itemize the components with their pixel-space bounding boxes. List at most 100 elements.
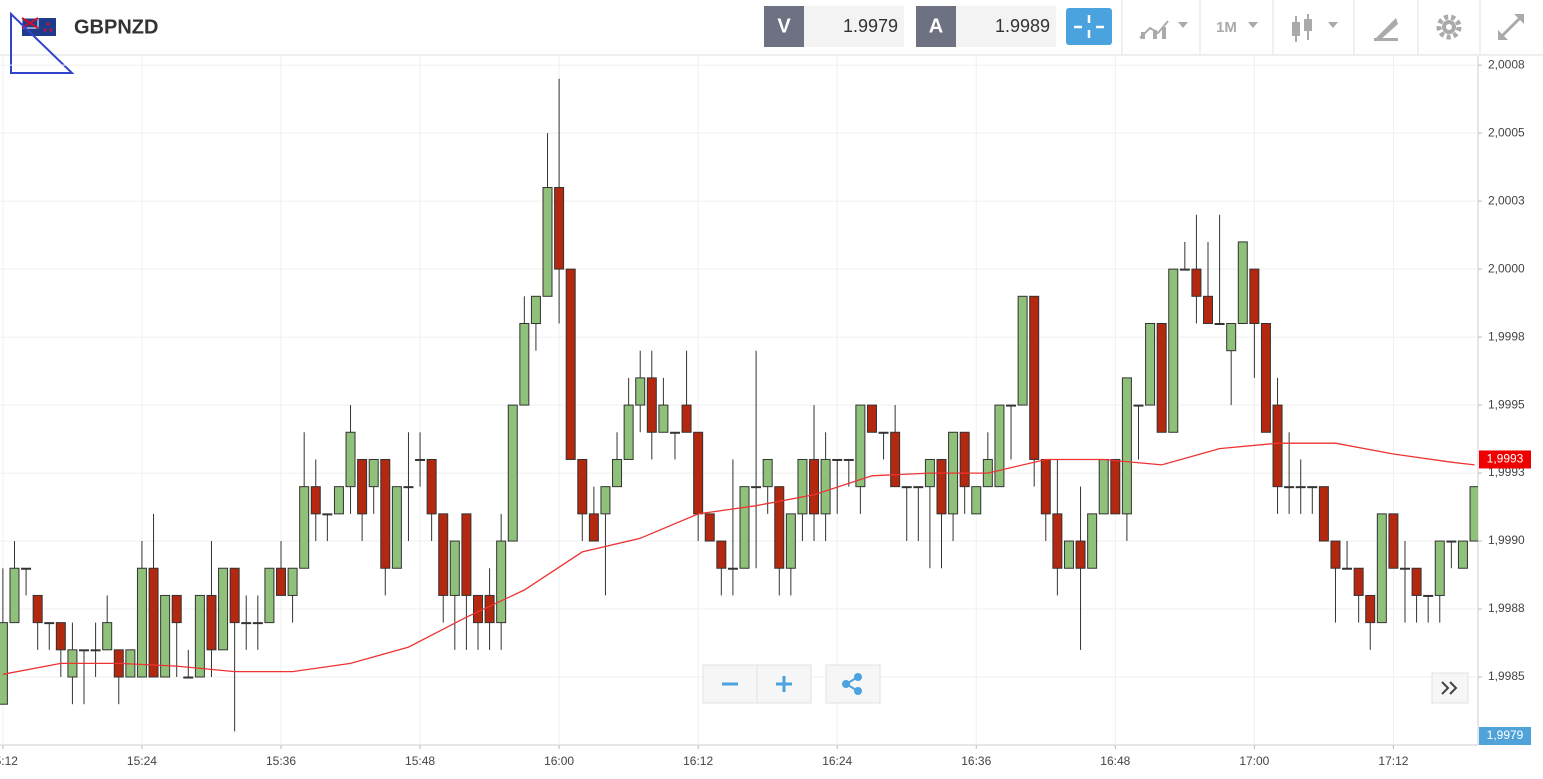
candle-body	[762, 458, 773, 488]
candle-body	[380, 458, 391, 569]
candle-body	[1457, 540, 1468, 569]
candle-body	[959, 431, 970, 488]
x-tick-label: 16:48	[1100, 754, 1130, 768]
candle-body	[1133, 404, 1144, 407]
candle-body	[1179, 268, 1190, 271]
candle-body	[785, 513, 796, 569]
candle-body	[1376, 513, 1387, 624]
y-tick-label: 2,0003	[1488, 193, 1525, 207]
timeframe: 1M	[1216, 19, 1237, 36]
candle-body	[1237, 241, 1248, 324]
x-tick-label: 16:00	[544, 754, 574, 768]
candle-body	[368, 458, 379, 488]
zoom-out-button[interactable]	[702, 664, 758, 704]
ask-button[interactable]	[916, 6, 956, 47]
y-tick-label: 1,9985	[1488, 669, 1525, 683]
x-tick-label: 15:24	[127, 754, 157, 768]
drawing-button[interactable]	[1374, 18, 1398, 41]
fullscreen-button[interactable]	[1498, 14, 1524, 40]
candle-body	[1423, 594, 1434, 597]
bid-label: V	[777, 15, 791, 37]
y-tick-label: 2,0005	[1488, 125, 1525, 139]
candle-body	[21, 567, 32, 570]
candle-body	[1052, 513, 1063, 569]
candle-body	[229, 567, 240, 624]
candle-body	[44, 622, 55, 625]
candle-body	[577, 458, 588, 515]
candle-body	[1121, 377, 1132, 515]
candle-body	[472, 594, 483, 624]
candle-body	[136, 567, 147, 678]
candle-body	[971, 486, 982, 515]
candle-body	[32, 594, 43, 624]
candle-body	[0, 622, 8, 705]
zoom-in-button[interactable]	[756, 664, 812, 704]
candle-body	[461, 513, 472, 596]
candle-body	[1040, 458, 1051, 515]
candle-body	[1353, 567, 1364, 596]
candle-body	[160, 594, 171, 678]
candle-body	[241, 622, 252, 625]
x-tick-label: 15:48	[405, 754, 435, 768]
candle-body	[90, 649, 101, 652]
y-tick-label: 2,0000	[1488, 261, 1525, 275]
candle-body	[519, 322, 530, 406]
candle-body	[275, 567, 286, 596]
y-tick-label: 1,9998	[1488, 329, 1525, 343]
candle-body	[206, 594, 217, 651]
bid-tag-label: 1,9979	[1487, 728, 1524, 742]
candle-body	[542, 187, 553, 297]
candle-body	[704, 513, 715, 542]
candle-body	[843, 458, 854, 461]
candle-body	[1226, 322, 1237, 352]
y-tick-label: 1,9995	[1488, 397, 1525, 411]
candle-body	[55, 622, 66, 651]
candle-body	[612, 458, 623, 488]
bid-button[interactable]	[764, 6, 804, 47]
candle-body	[936, 458, 947, 515]
candle-body	[345, 431, 356, 488]
chart-type-button[interactable]	[1139, 20, 1188, 39]
crosshair-button[interactable]	[1066, 8, 1112, 45]
plot-area	[0, 56, 1478, 745]
candle-body	[1145, 322, 1156, 406]
candle-body	[79, 649, 90, 652]
candle-style-button[interactable]	[1292, 14, 1338, 42]
bid-price: 1.9979	[843, 16, 898, 36]
candle-body	[333, 486, 344, 515]
ask-price: 1.9989	[995, 16, 1050, 36]
candle-body	[669, 431, 680, 434]
x-tick-label: 17:00	[1239, 754, 1269, 768]
ask-label: A	[929, 15, 943, 37]
candle-body	[252, 622, 263, 625]
settings-button[interactable]	[1436, 14, 1462, 40]
candle-body	[635, 377, 646, 406]
candle-body	[403, 486, 414, 489]
candle-body	[646, 377, 657, 433]
candle-body	[600, 486, 611, 515]
candle-body	[1110, 458, 1121, 515]
scroll-end-button[interactable]	[1431, 672, 1469, 704]
candle-body	[1098, 458, 1109, 515]
bid-box	[804, 6, 904, 47]
candle-body	[554, 187, 565, 270]
candle-body	[415, 458, 426, 461]
candle-body	[1214, 322, 1225, 325]
candle-body	[901, 486, 912, 489]
x-tick-label: 17:12	[1378, 754, 1408, 768]
candle-body	[1411, 567, 1422, 596]
share-button[interactable]	[825, 664, 881, 704]
price-tag-label: 1,9993	[1487, 452, 1524, 466]
candle-body	[809, 458, 820, 515]
timeframe-button[interactable]: 1M	[1216, 19, 1258, 36]
x-tick-label: 16:12	[683, 754, 713, 768]
candle-body	[218, 567, 229, 651]
candle-body	[426, 458, 437, 515]
candle-body	[484, 594, 495, 624]
candle-body	[1168, 268, 1179, 433]
candle-body	[658, 404, 669, 433]
x-tick-label: 16:24	[822, 754, 852, 768]
candle-body	[1006, 404, 1017, 407]
candle-body	[1075, 540, 1086, 569]
candle-body	[832, 458, 843, 461]
